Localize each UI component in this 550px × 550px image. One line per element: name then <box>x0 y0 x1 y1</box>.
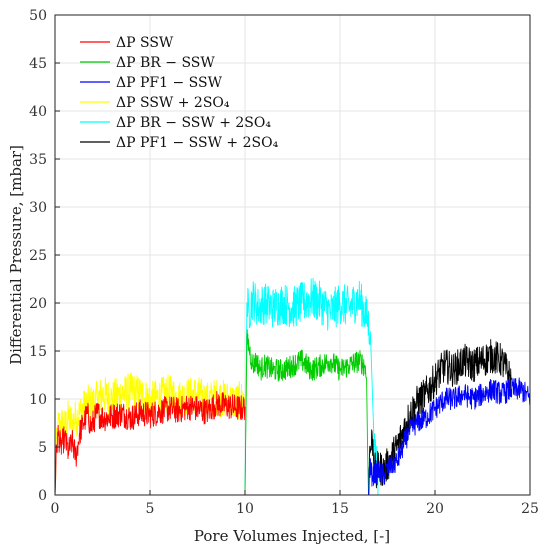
series-line-4 <box>244 277 379 496</box>
tick-labels: 0 5 10 15 20 25 0 5 10 15 20 25 30 35 40 45 50 <box>29 8 539 517</box>
legend-label-4: ΔP BR − SSW + 2SO₄ <box>116 115 271 131</box>
series-layer <box>54 277 531 496</box>
x-tick-label: 25 <box>521 501 539 517</box>
x-tick-label: 15 <box>331 501 349 517</box>
series-line-0 <box>54 390 246 496</box>
legend-label-0: ΔP SSW <box>116 35 174 51</box>
series-line-1 <box>244 329 369 496</box>
y-axis-label: Differential Pressure, [mbar] <box>7 145 25 365</box>
y-tick-label: 0 <box>38 488 47 504</box>
y-tick-label: 20 <box>29 296 47 312</box>
y-tick-label: 40 <box>29 104 47 120</box>
y-tick-label: 45 <box>29 56 47 72</box>
y-tick-label: 10 <box>29 392 47 408</box>
legend-label-3: ΔP SSW + 2SO₄ <box>116 95 230 111</box>
legend: ΔP SSW ΔP BR − SSW ΔP PF1 − SSW ΔP SSW + 2S… <box>80 35 279 151</box>
x-tick-label: 20 <box>426 501 444 517</box>
x-tick-label: 0 <box>51 501 60 517</box>
x-axis-label: Pore Volumes Injected, [-] <box>194 527 390 545</box>
legend-label-2: ΔP PF1 − SSW <box>116 75 223 91</box>
ticks <box>54 14 531 496</box>
y-tick-label: 35 <box>29 152 47 168</box>
legend-label-5: ΔP PF1 − SSW + 2SO₄ <box>116 135 279 151</box>
x-tick-label: 5 <box>146 501 155 517</box>
y-tick-label: 15 <box>29 344 47 360</box>
y-tick-label: 50 <box>29 8 47 24</box>
series-line-2 <box>368 377 531 496</box>
x-tick-label: 10 <box>236 501 254 517</box>
legend-label-1: ΔP BR − SSW <box>116 55 215 71</box>
y-tick-label: 5 <box>38 440 47 456</box>
y-tick-label: 30 <box>29 200 47 216</box>
y-tick-label: 25 <box>29 248 47 264</box>
series-line-5 <box>368 339 512 496</box>
